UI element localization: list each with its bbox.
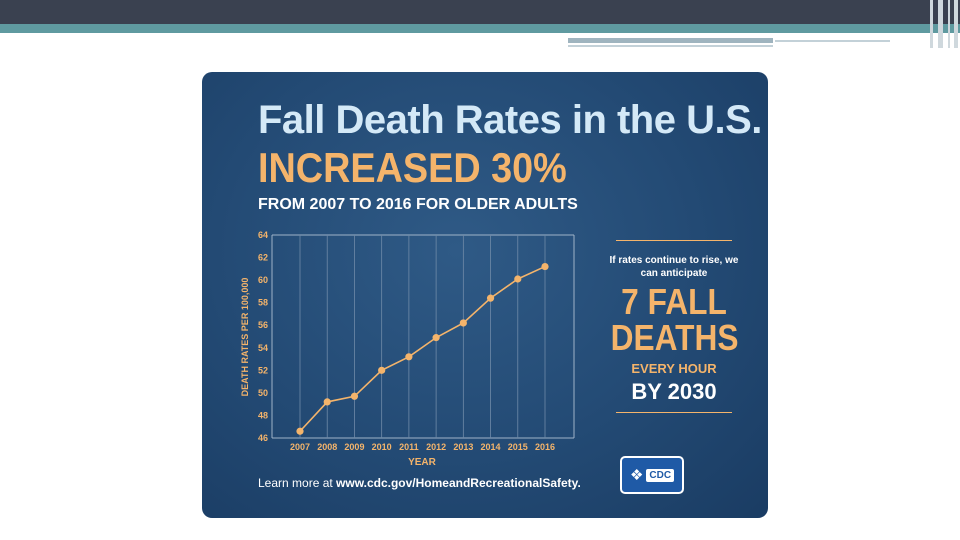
y-tick-label-52: 52 [258,365,268,375]
x-tick-label-2012: 2012 [426,442,446,452]
y-tick-label-46: 46 [258,433,268,443]
callout-condition-text: If rates continue to rise, we can antici… [609,255,739,279]
callout-top-rule [616,240,732,241]
x-tick-label-2010: 2010 [372,442,392,452]
y-tick-label-56: 56 [258,320,268,330]
chart-series [296,262,549,435]
x-tick-label-2013: 2013 [453,442,473,452]
line-chart: 46 48 50 52 54 56 58 60 62 64 2007 2008 2009 2010 201… [240,230,575,468]
data-point-2012 [432,334,440,342]
data-point-2009 [350,392,359,400]
x-tick-label-2014: 2014 [481,442,501,452]
data-point-2013 [459,319,467,327]
callout-every-hour: EVERY HOUR [631,361,717,376]
data-point-2014 [486,294,495,302]
series-line-0 [299,265,546,432]
y-tick-label-54: 54 [258,343,268,353]
y-tick-label-64: 64 [258,230,268,240]
y-tick-label-50: 50 [258,388,268,398]
slide-decor-bar [568,38,773,43]
cdc-url-link[interactable]: www.cdc.gov/HomeandRecreationalSafety. [336,476,581,490]
increase-headline: INCREASED 30% [258,144,567,191]
callout-deaths-figure: 7 FALL DEATHS [610,281,739,358]
x-tick-label-2008: 2008 [317,442,337,452]
data-point-2015 [514,275,522,283]
infographic-title: Fall Death Rates in the U.S. [258,98,762,142]
data-point-2007 [296,427,304,435]
data-point-2008 [323,398,331,406]
y-tick-label-48: 48 [258,410,268,420]
data-point-2011 [405,353,413,361]
learn-more-text: Learn more at www.cdc.gov/HomeandRecreat… [258,476,581,490]
slide-decor-line-right [775,40,890,42]
cdc-logo: ❖ CDC [620,456,684,494]
callout-year: BY 2030 [631,379,717,404]
slide-decor-vertical-bars [926,0,960,50]
x-tick-label-2016: 2016 [535,442,555,452]
y-axis-label: DEATH RATES PER 100,000 [240,278,250,397]
data-point-2016 [541,262,549,271]
callout-bottom-rule [616,412,732,413]
x-axis-ticks: 2007 2008 2009 2010 2011 2012 2013 2014 2015 2016 [290,442,555,452]
x-tick-label-2009: 2009 [344,442,364,452]
cdc-logo-text: CDC [646,468,675,482]
y-axis-ticks: 46 48 50 52 54 56 58 60 62 64 [258,230,268,443]
slide-decor-line [568,45,773,47]
y-tick-label-60: 60 [258,275,268,285]
chart-grid [271,234,575,439]
slide-header-band [0,24,960,33]
y-tick-label-58: 58 [258,298,268,308]
x-tick-label-2007: 2007 [290,442,310,452]
data-point-2010 [378,366,386,374]
window-top-bar [0,0,960,24]
infographic-card: Fall Death Rates in the U.S. INCREASED 3… [202,72,768,518]
x-tick-label-2015: 2015 [508,442,528,452]
infographic-subtitle: FROM 2007 TO 2016 FOR OLDER ADULTS [258,196,578,213]
learn-more-prefix: Learn more at [258,476,337,490]
x-axis-label: YEAR [408,457,437,468]
hhs-eagle-icon: ❖ [629,466,644,484]
x-tick-label-2011: 2011 [399,442,419,452]
y-tick-label-62: 62 [258,253,268,263]
